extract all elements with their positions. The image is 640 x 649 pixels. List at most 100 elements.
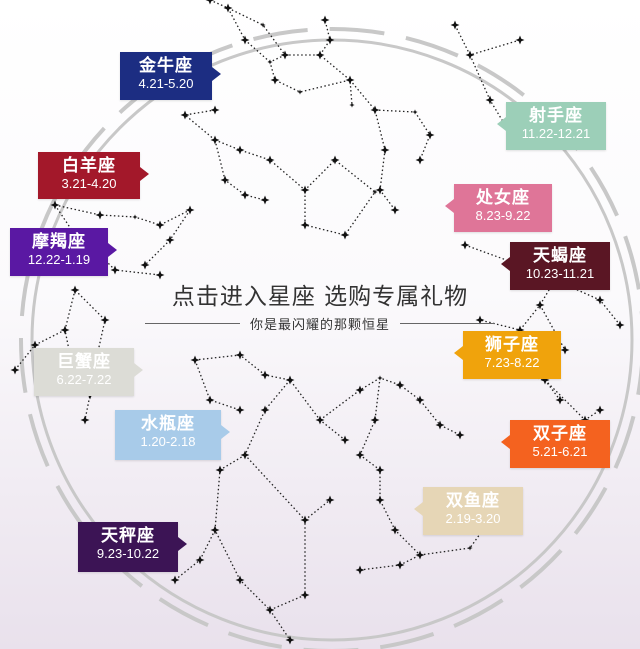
zodiac-cancer-button[interactable]: 巨蟹座 6.22-7.22 — [34, 348, 143, 396]
star-icon — [205, 0, 215, 5]
star-icon — [370, 105, 380, 115]
center-title: 点击进入星座 选购专属礼物 — [171, 284, 469, 310]
zodiac-aquarius-button[interactable]: 水瓶座 1.20-2.18 — [115, 410, 230, 460]
star-icon — [435, 420, 445, 430]
zodiac-dates: 7.23-8.22 — [484, 355, 540, 370]
star-icon — [377, 375, 383, 381]
star-icon — [140, 260, 150, 270]
star-icon — [460, 240, 470, 250]
subtitle-divider-left — [145, 322, 240, 324]
star-icon — [210, 135, 220, 145]
star-icon — [155, 270, 165, 280]
star-icon — [30, 340, 40, 350]
zodiac-dates: 8.23-9.22 — [475, 208, 531, 223]
star-icon — [165, 235, 175, 245]
star-icon — [300, 220, 310, 230]
zodiac-aries-button[interactable]: 白羊座 3.21-4.20 — [38, 152, 149, 199]
star-icon — [170, 575, 180, 585]
zodiac-sagittarius-button[interactable]: 射手座 11.22-12.21 — [497, 102, 606, 150]
star-icon — [415, 155, 425, 165]
star-icon — [267, 59, 273, 65]
star-icon — [110, 265, 120, 275]
star-icon — [190, 355, 200, 365]
star-icon — [372, 189, 378, 195]
star-icon — [180, 110, 190, 120]
zodiac-dates: 6.22-7.22 — [56, 372, 112, 387]
star-icon — [205, 395, 215, 405]
center-subtitle-row: 你是最闪耀的那颗恒星 — [145, 313, 496, 333]
star-icon — [370, 415, 380, 425]
star-icon — [260, 22, 266, 28]
zodiac-virgo-button[interactable]: 处女座 8.23-9.22 — [445, 184, 552, 232]
zodiac-taurus-button[interactable]: 金牛座 4.21-5.20 — [120, 52, 221, 100]
zodiac-pisces-button[interactable]: 双鱼座 2.19-3.20 — [414, 487, 523, 535]
zodiac-dates: 5.21-6.21 — [532, 444, 588, 459]
star-icon — [235, 145, 245, 155]
pointer-arrow-icon — [501, 435, 510, 449]
star-icon — [223, 3, 233, 13]
zodiac-gemini-button[interactable]: 双子座 5.21-6.21 — [501, 420, 610, 468]
zodiac-name: 天秤座 — [101, 526, 155, 546]
star-icon — [395, 380, 405, 390]
star-icon — [320, 15, 330, 25]
subtitle-divider-right — [400, 322, 496, 324]
zodiac-scorpio-button[interactable]: 天蝎座 10.23-11.21 — [501, 242, 610, 290]
star-icon — [280, 50, 290, 60]
star-icon — [465, 50, 475, 60]
star-icon — [595, 405, 605, 415]
star-icon — [285, 375, 295, 385]
star-icon — [265, 155, 275, 165]
star-icon — [315, 50, 325, 60]
zodiac-capricorn-button[interactable]: 摩羯座 12.22-1.19 — [10, 228, 117, 276]
center-subtitle: 你是最闪耀的那颗恒星 — [250, 317, 391, 333]
pointer-arrow-icon — [134, 363, 143, 377]
star-icon — [155, 220, 165, 230]
star-icon — [475, 315, 485, 325]
star-icon — [285, 635, 295, 645]
star-icon — [375, 185, 385, 195]
star-icon — [100, 315, 110, 325]
star-icon — [80, 415, 90, 425]
pointer-arrow-icon — [414, 502, 423, 516]
zodiac-name: 水瓶座 — [141, 414, 195, 434]
star-icon — [265, 605, 275, 615]
zodiac-name: 射手座 — [529, 106, 583, 126]
star-icon — [380, 145, 390, 155]
zodiac-libra-button[interactable]: 天秤座 9.23-10.22 — [78, 522, 187, 572]
star-icon — [240, 450, 250, 460]
pointer-arrow-icon — [454, 346, 463, 360]
star-icon — [235, 575, 245, 585]
star-icon — [395, 560, 405, 570]
star-icon — [315, 415, 325, 425]
star-icon — [349, 102, 355, 108]
star-icon — [467, 545, 473, 551]
star-icon — [240, 190, 250, 200]
star-icon — [345, 75, 355, 85]
star-icon — [210, 105, 220, 115]
star-icon — [425, 130, 435, 140]
star-icon — [210, 525, 220, 535]
zodiac-name: 双子座 — [533, 424, 587, 444]
star-icon — [235, 350, 245, 360]
star-icon — [415, 550, 425, 560]
zodiac-name: 天蝎座 — [533, 246, 587, 266]
zodiac-dates: 3.21-4.20 — [61, 176, 117, 191]
pointer-arrow-icon — [178, 537, 187, 551]
star-icon — [375, 495, 385, 505]
pointer-arrow-icon — [501, 257, 510, 271]
star-icon — [535, 300, 545, 310]
star-icon — [50, 200, 60, 210]
star-icon — [555, 395, 565, 405]
zodiac-name: 巨蟹座 — [57, 352, 111, 372]
zodiac-leo-button[interactable]: 狮子座 7.23-8.22 — [454, 331, 561, 379]
star-icon — [195, 555, 205, 565]
pointer-arrow-icon — [221, 425, 230, 439]
star-icon — [240, 35, 250, 45]
zodiac-name: 摩羯座 — [32, 232, 86, 252]
star-icon — [270, 75, 280, 85]
star-icon — [390, 525, 400, 535]
star-icon — [615, 320, 625, 330]
star-icon — [515, 325, 525, 335]
star-icon — [390, 205, 400, 215]
